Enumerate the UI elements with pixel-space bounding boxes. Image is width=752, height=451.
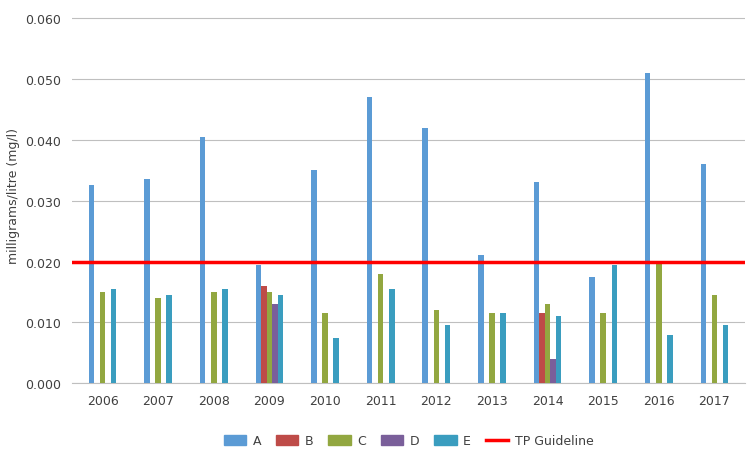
Bar xyxy=(489,313,495,383)
Bar xyxy=(100,292,105,383)
Bar xyxy=(711,295,717,383)
Bar xyxy=(200,138,205,383)
Bar xyxy=(166,295,172,383)
Bar xyxy=(611,265,617,383)
Bar xyxy=(444,326,450,383)
Bar xyxy=(333,338,339,383)
Bar xyxy=(367,98,372,383)
Bar xyxy=(156,299,161,383)
Bar xyxy=(433,310,439,383)
Bar xyxy=(222,289,228,383)
Bar xyxy=(590,277,595,383)
Bar xyxy=(667,335,673,383)
Bar xyxy=(500,313,506,383)
Bar xyxy=(323,313,328,383)
Bar xyxy=(277,295,284,383)
Bar xyxy=(267,292,272,383)
Bar xyxy=(144,180,150,383)
Bar xyxy=(539,313,544,383)
Bar xyxy=(378,274,384,383)
Bar xyxy=(534,183,539,383)
Y-axis label: milligrams/litre (mg/l): milligrams/litre (mg/l) xyxy=(7,127,20,263)
Bar xyxy=(311,171,317,383)
Bar xyxy=(256,265,261,383)
Bar xyxy=(89,186,94,383)
Bar xyxy=(701,165,706,383)
Bar xyxy=(389,289,395,383)
Bar xyxy=(272,304,277,383)
Bar xyxy=(544,304,550,383)
Bar xyxy=(423,129,428,383)
Bar xyxy=(261,286,267,383)
Bar xyxy=(550,359,556,383)
Bar xyxy=(645,74,650,383)
Bar xyxy=(600,313,606,383)
Bar xyxy=(556,317,562,383)
Bar xyxy=(656,262,662,383)
Bar xyxy=(211,292,217,383)
Bar xyxy=(111,289,117,383)
Bar xyxy=(723,326,729,383)
Legend: A, B, C, D, E, TP Guideline: A, B, C, D, E, TP Guideline xyxy=(219,429,599,451)
Bar xyxy=(478,256,484,383)
